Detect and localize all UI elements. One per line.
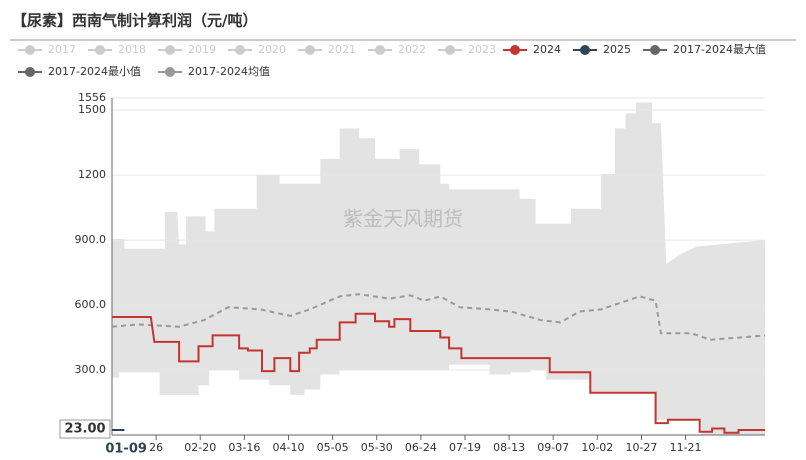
- legend-dot: [235, 45, 245, 55]
- legend-label: 2017-2024最大值: [673, 42, 766, 56]
- y-tick-label: 900.0: [75, 233, 107, 246]
- legend-dot: [25, 45, 35, 55]
- legend-label: 2018: [118, 43, 146, 56]
- x-tick-label: 06-24: [405, 441, 437, 454]
- mean-line: [111, 293, 766, 341]
- x-tick-label: 10-27: [625, 441, 657, 454]
- max-area: [112, 102, 765, 435]
- legend-dot: [445, 45, 455, 55]
- x-tick-label: 26: [149, 441, 163, 454]
- legend-label: 2021: [328, 43, 356, 56]
- legend-label: 2024: [533, 43, 561, 56]
- legend-label: 2017: [48, 43, 76, 56]
- x-tick-label: 05-05: [317, 441, 349, 454]
- legend-dot: [305, 45, 315, 55]
- watermark: 紫金天风期货: [343, 207, 463, 231]
- x-tick-label: 05-30: [361, 441, 393, 454]
- legend-label: 2017-2024最小值: [48, 65, 141, 78]
- min-area: [112, 364, 765, 435]
- x-tick-label: 08-13: [493, 441, 525, 454]
- pointer-y-box: [59, 419, 111, 439]
- y-tick-label: 1500: [78, 103, 106, 116]
- legend-dot: [165, 45, 175, 55]
- legend-dot: [95, 45, 105, 55]
- x-tick-label: 11-21: [670, 441, 702, 454]
- legend-dot: [25, 67, 35, 77]
- x-tick-label: 02-20: [184, 441, 216, 454]
- legend-label: 2025: [603, 43, 631, 56]
- legend-label: 2020: [258, 43, 286, 56]
- x-tick-label: 10-02: [581, 441, 613, 454]
- x-tick-label: 09-07: [537, 441, 569, 454]
- y-tick-label: 300.0: [75, 363, 107, 376]
- pointer-x-box: [104, 438, 149, 458]
- legend-label: 2019: [188, 43, 216, 56]
- x-tick-label: 04-10: [273, 441, 305, 454]
- x-tick-label: 07-19: [449, 441, 481, 454]
- pointer-y-label: 23.00: [64, 422, 105, 437]
- legend-dot: [165, 67, 175, 77]
- y-tick-label: 1556: [78, 91, 106, 104]
- legend-label: 2023: [468, 43, 496, 56]
- legend-dot: [580, 45, 590, 55]
- legend-dot: [375, 45, 385, 55]
- y-tick-label: 600.0: [75, 298, 107, 311]
- legend-dot: [510, 45, 520, 55]
- legend-dot: [650, 45, 660, 55]
- x-tick-label: 03-16: [228, 441, 260, 454]
- legend-label: 2017-2024均值: [188, 65, 270, 78]
- y-tick-label: 1200: [78, 168, 106, 181]
- series-line: [112, 312, 765, 434]
- legend-label: 2022: [398, 43, 426, 56]
- pointer-x-label: 01-09: [105, 442, 147, 457]
- chart-title: 【尿素】西南气制计算利润（元/吨）: [12, 12, 257, 30]
